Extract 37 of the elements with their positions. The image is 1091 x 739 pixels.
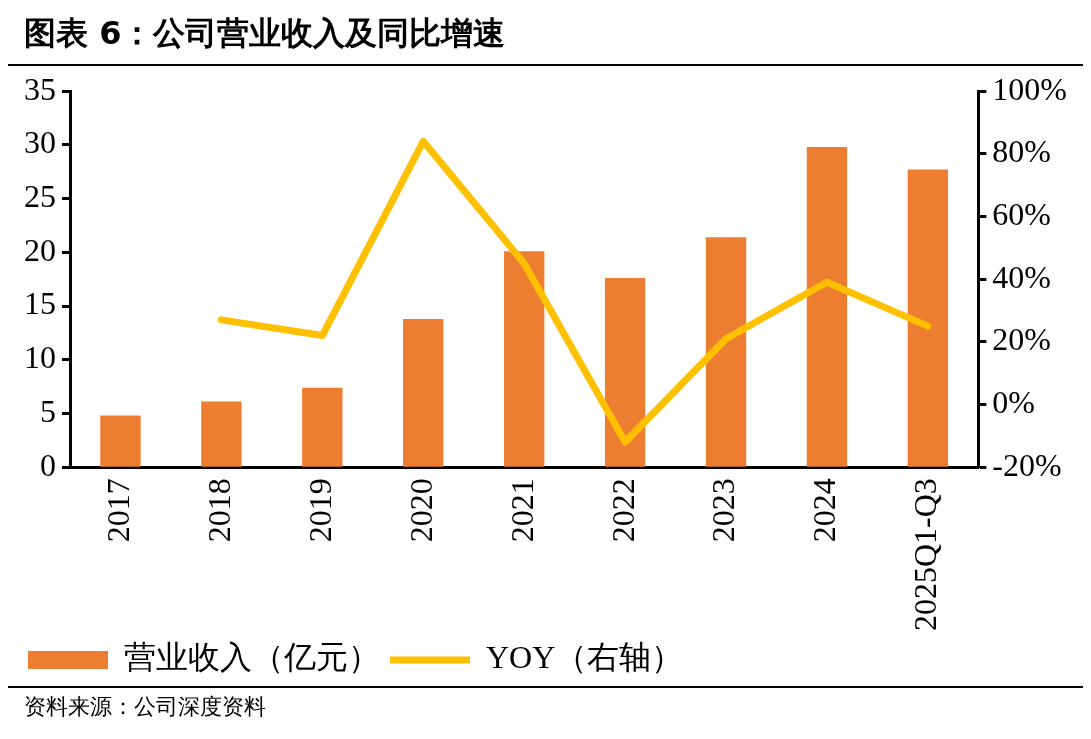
- chart-title: 图表 6：公司营业收入及同比增速: [8, 8, 1083, 66]
- y-tick-label: 25: [24, 178, 56, 215]
- y-tick-label: 10: [24, 339, 56, 376]
- bar: [100, 415, 141, 467]
- y2-tick-label: -20%: [992, 446, 1062, 483]
- bar: [302, 387, 343, 467]
- x-tick-label: 2025Q1-Q3: [907, 478, 944, 631]
- text: 资料来源：公司深度资料: [24, 693, 267, 721]
- bar: [806, 147, 848, 467]
- y2-tick-label: 80%: [992, 133, 1051, 170]
- legend-label: YOY（右轴）: [486, 639, 684, 676]
- y-tick-label: 5: [40, 392, 56, 429]
- y2-tick-label: 60%: [992, 195, 1051, 232]
- x-tick-label: 2020: [402, 478, 439, 543]
- bar: [907, 169, 949, 467]
- x-tick-label: 2022: [604, 478, 641, 543]
- bar: [403, 318, 444, 467]
- y-tick-label: 35: [24, 70, 56, 107]
- y2-tick-label: 100%: [992, 70, 1067, 107]
- bar: [604, 278, 646, 467]
- y2-tick-label: 0%: [992, 383, 1035, 420]
- y-tick-label: 15: [24, 285, 56, 322]
- y-tick-label: 30: [24, 124, 56, 161]
- x-tick-label: 2017: [99, 478, 136, 543]
- bar: [201, 401, 242, 467]
- y-tick-label: 20: [24, 231, 56, 268]
- x-tick-label: 2018: [200, 478, 237, 543]
- x-tick-label: 2024: [806, 478, 843, 543]
- bar: [705, 237, 747, 467]
- y2-tick-label: 40%: [992, 258, 1051, 295]
- x-tick-label: 2019: [301, 478, 338, 543]
- y-tick-label: 0: [40, 446, 56, 483]
- x-tick-label: 2021: [503, 478, 540, 543]
- legend-label: 营业收入（亿元）: [124, 639, 380, 676]
- y2-tick-label: 20%: [992, 321, 1051, 358]
- bar: [503, 251, 545, 467]
- x-tick-label: 2023: [705, 478, 742, 543]
